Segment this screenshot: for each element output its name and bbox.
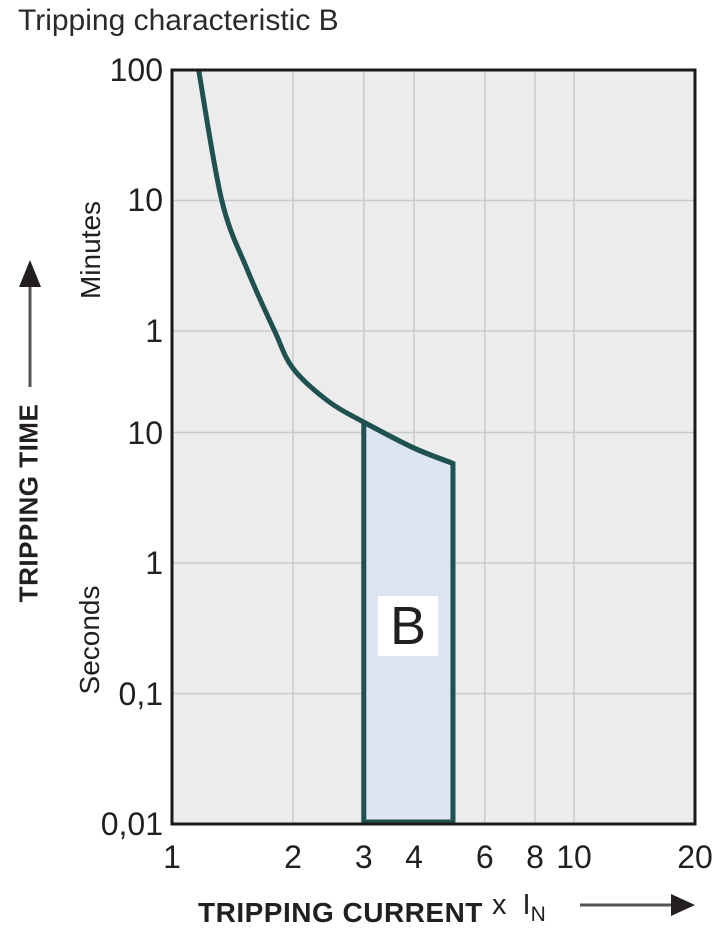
x-tick-label: 8 <box>526 839 544 875</box>
y-axis-title: TRIPPING TIME <box>13 403 44 603</box>
y-axis-arrow-up-icon <box>19 260 41 287</box>
x-axis-multiplier-label: x IN <box>492 889 546 927</box>
x-axis-arrow-right-icon <box>671 894 695 916</box>
x-axis-title: TRIPPING CURRENT <box>198 897 483 928</box>
y-tick-label: 1 <box>145 312 163 349</box>
y-tick-label: 100 <box>109 52 163 88</box>
multiplier-subscript-n: N <box>530 903 546 926</box>
multiplier-x-i: x I <box>492 889 531 921</box>
y-tick-label: 0,1 <box>118 675 163 712</box>
x-tick-label: 2 <box>284 839 302 875</box>
x-tick-label: 1 <box>163 839 181 875</box>
trip-curve <box>196 69 454 466</box>
x-tick-label: 6 <box>475 839 494 875</box>
y-tick-label: 0,01 <box>100 806 163 842</box>
x-tick-label: 10 <box>556 839 592 875</box>
y-tick-label: 10 <box>127 414 163 451</box>
page-title: Tripping characteristic B <box>18 4 339 37</box>
b-region-label-box: B <box>378 596 438 656</box>
x-tick-label: 20 <box>677 839 713 875</box>
x-tick-label: 3 <box>354 839 373 875</box>
x-tick-label: 4 <box>405 839 423 875</box>
b-region-label: B <box>389 596 427 656</box>
y-tick-label: 1 <box>145 545 163 582</box>
y-tick-label: 10 <box>127 182 163 219</box>
plot-border <box>170 68 697 826</box>
